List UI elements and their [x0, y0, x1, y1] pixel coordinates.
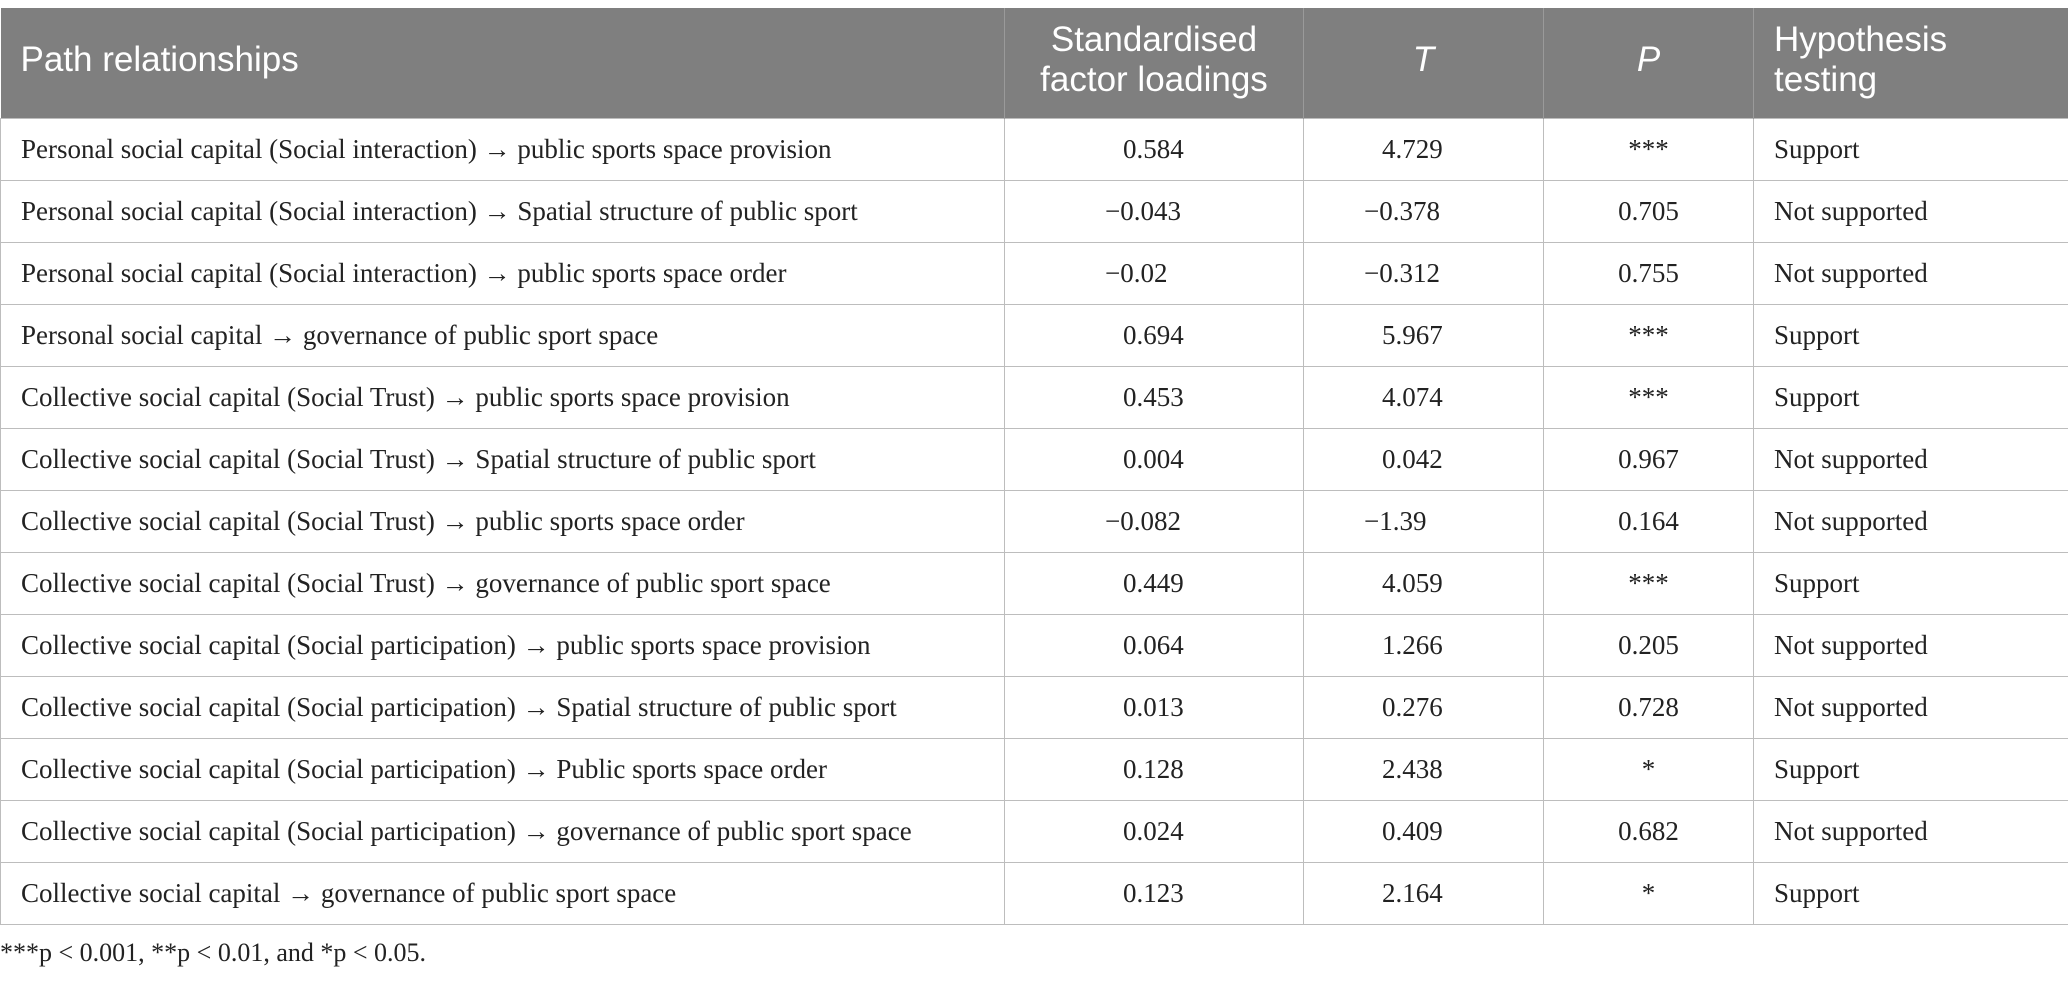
result-cell: Support [1753, 117, 2068, 181]
path-results-table: Path relationships Standardised factor l… [0, 8, 2068, 925]
loading-cell: 0.024 [1004, 799, 1304, 863]
table-body: Personal social capital (Social interact… [0, 117, 2068, 925]
t-cell: 0.409 [1303, 799, 1544, 863]
table-row: Collective social capital (Social Trust)… [0, 489, 2068, 553]
header-path-relationships: Path relationships [0, 8, 1005, 118]
p-cell: * [1543, 861, 1754, 925]
result-cell: Not supported [1753, 427, 2068, 491]
header-row: Path relationships Standardised factor l… [0, 8, 2068, 118]
p-cell: 0.164 [1543, 489, 1754, 553]
path-cell: Collective social capital (Social partic… [0, 675, 1005, 739]
loading-cell: 0.123 [1004, 861, 1304, 925]
table-row: Collective social capital (Social partic… [0, 675, 2068, 739]
t-cell: 4.074 [1303, 365, 1544, 429]
loading-cell: 0.694 [1004, 303, 1304, 367]
loading-cell: 0.064 [1004, 613, 1304, 677]
path-cell: Collective social capital (Social partic… [0, 737, 1005, 801]
path-cell: Collective social capital (Social Trust)… [0, 489, 1005, 553]
p-cell: 0.967 [1543, 427, 1754, 491]
table-row: Collective social capital (Social Trust)… [0, 365, 2068, 429]
path-cell: Collective social capital (Social Trust)… [0, 365, 1005, 429]
table-row: Collective social capital (Social Trust)… [0, 551, 2068, 615]
t-cell: −0.378 [1303, 179, 1544, 243]
header-p: P [1543, 8, 1754, 118]
t-cell: 1.266 [1303, 613, 1544, 677]
table-row: Personal social capital (Social interact… [0, 117, 2068, 181]
table-header: Path relationships Standardised factor l… [0, 8, 2068, 118]
p-cell: * [1543, 737, 1754, 801]
path-cell: Collective social capital (Social Trust)… [0, 551, 1005, 615]
p-cell: 0.705 [1543, 179, 1754, 243]
p-cell: 0.755 [1543, 241, 1754, 305]
result-cell: Not supported [1753, 675, 2068, 739]
path-cell: Personal social capital (Social interact… [0, 241, 1005, 305]
result-cell: Not supported [1753, 241, 2068, 305]
result-cell: Support [1753, 737, 2068, 801]
path-cell: Personal social capital (Social interact… [0, 179, 1005, 243]
loading-cell: −0.082 [1004, 489, 1304, 553]
t-cell: 2.438 [1303, 737, 1544, 801]
result-cell: Support [1753, 365, 2068, 429]
p-cell: *** [1543, 117, 1754, 181]
table-row: Personal social capital → governance of … [0, 303, 2068, 367]
p-cell: 0.682 [1543, 799, 1754, 863]
result-cell: Not supported [1753, 489, 2068, 553]
loading-cell: 0.453 [1004, 365, 1304, 429]
t-cell: 5.967 [1303, 303, 1544, 367]
path-cell: Collective social capital (Social partic… [0, 613, 1005, 677]
result-cell: Not supported [1753, 613, 2068, 677]
path-cell: Collective social capital → governance o… [0, 861, 1005, 925]
result-cell: Support [1753, 551, 2068, 615]
loading-cell: 0.128 [1004, 737, 1304, 801]
path-cell: Collective social capital (Social partic… [0, 799, 1005, 863]
p-cell: 0.205 [1543, 613, 1754, 677]
t-cell: −1.39 [1303, 489, 1544, 553]
loading-cell: −0.02 [1004, 241, 1304, 305]
path-cell: Personal social capital (Social interact… [0, 117, 1005, 181]
results-table-container: Path relationships Standardised factor l… [0, 8, 2068, 925]
table-row: Collective social capital (Social Trust)… [0, 427, 2068, 491]
p-cell: *** [1543, 303, 1754, 367]
header-hypothesis-testing: Hypothesis testing [1753, 8, 2068, 118]
t-cell: 0.042 [1303, 427, 1544, 491]
t-cell: 4.059 [1303, 551, 1544, 615]
table-row: Collective social capital → governance o… [0, 861, 2068, 925]
t-cell: −0.312 [1303, 241, 1544, 305]
loading-cell: 0.449 [1004, 551, 1304, 615]
t-cell: 0.276 [1303, 675, 1544, 739]
loading-cell: 0.004 [1004, 427, 1304, 491]
loading-cell: 0.584 [1004, 117, 1304, 181]
table-footnote: ***p < 0.001, **p < 0.01, and *p < 0.05. [0, 938, 427, 967]
table-row: Collective social capital (Social partic… [0, 737, 2068, 801]
loading-cell: 0.013 [1004, 675, 1304, 739]
table-row: Personal social capital (Social interact… [0, 179, 2068, 243]
t-cell: 4.729 [1303, 117, 1544, 181]
header-standardised-factor-loadings: Standardised factor loadings [1004, 8, 1304, 118]
p-cell: *** [1543, 551, 1754, 615]
table-row: Collective social capital (Social partic… [0, 613, 2068, 677]
result-cell: Not supported [1753, 179, 2068, 243]
path-cell: Collective social capital (Social Trust)… [0, 427, 1005, 491]
p-cell: *** [1543, 365, 1754, 429]
table-row: Personal social capital (Social interact… [0, 241, 2068, 305]
result-cell: Support [1753, 303, 2068, 367]
header-t: T [1303, 8, 1544, 118]
p-cell: 0.728 [1543, 675, 1754, 739]
table-row: Collective social capital (Social partic… [0, 799, 2068, 863]
t-cell: 2.164 [1303, 861, 1544, 925]
path-cell: Personal social capital → governance of … [0, 303, 1005, 367]
loading-cell: −0.043 [1004, 179, 1304, 243]
result-cell: Not supported [1753, 799, 2068, 863]
result-cell: Support [1753, 861, 2068, 925]
